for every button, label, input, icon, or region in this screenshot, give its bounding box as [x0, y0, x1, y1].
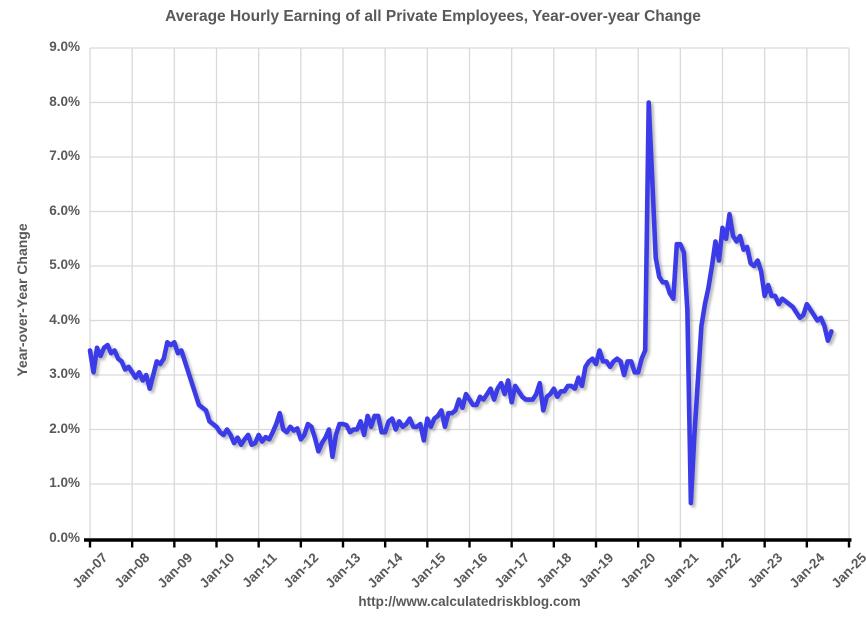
- y-tick-label: 8.0%: [49, 93, 80, 109]
- y-tick-label: 0.0%: [49, 529, 80, 545]
- data-line: [87, 100, 834, 506]
- chart-title: Average Hourly Earning of all Private Em…: [165, 8, 701, 25]
- y-tick-label: 3.0%: [49, 366, 80, 381]
- y-tick-label: 6.0%: [49, 202, 80, 218]
- y-tick-label: 5.0%: [49, 257, 80, 272]
- y-tick-label: 4.0%: [49, 311, 80, 327]
- y-tick-label: 9.0%: [49, 39, 80, 54]
- y-tick-label: 7.0%: [49, 148, 80, 163]
- source-url: http://www.calculatedriskblog.com: [358, 594, 581, 609]
- y-tick-label: 1.0%: [49, 475, 80, 490]
- y-tick-label: 2.0%: [49, 420, 80, 436]
